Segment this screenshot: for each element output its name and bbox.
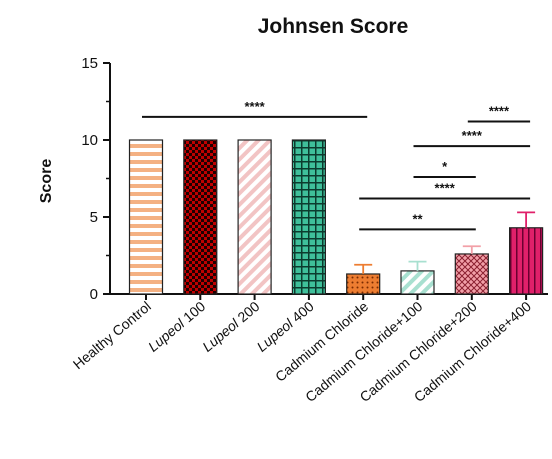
bar-1 bbox=[128, 139, 164, 295]
significance-label: **** bbox=[435, 181, 456, 196]
bar-2 bbox=[183, 139, 218, 295]
y-tick-label: 15 bbox=[81, 55, 98, 72]
significance-label: **** bbox=[462, 128, 483, 143]
significance-label: **** bbox=[244, 99, 265, 114]
bar-4 bbox=[291, 139, 326, 295]
significance-label: **** bbox=[489, 104, 510, 119]
category-label: Lupeol 200 bbox=[199, 298, 263, 355]
bar-5 bbox=[346, 273, 381, 295]
bar-8 bbox=[509, 227, 544, 295]
bar-7 bbox=[454, 253, 489, 295]
bar-3 bbox=[237, 139, 272, 295]
category-label: Cadmium Chloride bbox=[272, 298, 371, 385]
chart-title: Johnsen Score bbox=[258, 15, 409, 38]
significance-brackets: **** *************** bbox=[142, 99, 531, 231]
category-label: Healthy Control bbox=[70, 298, 154, 372]
y-axis-label: Score bbox=[38, 159, 55, 204]
category-label: Lupeol 100 bbox=[145, 298, 209, 355]
significance-label: ** bbox=[412, 211, 423, 226]
bars bbox=[128, 139, 544, 295]
significance-label: * bbox=[442, 159, 448, 174]
bar-6 bbox=[400, 270, 435, 295]
y-tick-label: 5 bbox=[90, 209, 98, 226]
y-tick-label: 0 bbox=[90, 286, 98, 303]
y-tick-label: 10 bbox=[81, 132, 98, 149]
